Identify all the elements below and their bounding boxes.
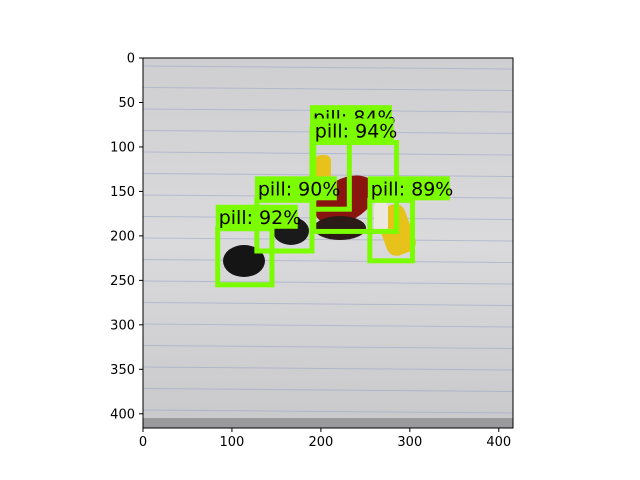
y-tick-label: 250 [110, 274, 135, 289]
detection-4: pill: 92% [215, 204, 302, 288]
red-capsule-shadow [314, 216, 366, 240]
photo-image: pill: 84%pill: 94%pill: 90%pill: 92%pill… [143, 58, 513, 478]
detection-label-bg [311, 118, 394, 143]
ruled-line [143, 323, 513, 328]
ruled-line [143, 345, 513, 349]
detection-label-bg [254, 176, 337, 201]
ruled-line [143, 366, 513, 371]
ruled-line [143, 87, 513, 91]
ruled-line [143, 259, 513, 263]
y-tick-label: 350 [110, 363, 135, 378]
ruled-lines [143, 65, 513, 478]
ruled-line [143, 237, 513, 242]
ruled-line [143, 302, 513, 306]
y-tick-label: 400 [110, 407, 135, 422]
y-tick-label: 200 [110, 229, 135, 244]
x-tick-label: 200 [308, 435, 333, 450]
detection-label: pill: 92% [219, 207, 302, 229]
detection-3: pill: 90% [254, 176, 341, 254]
detection-boxes: pill: 84%pill: 94%pill: 90%pill: 92%pill… [215, 105, 454, 288]
detection-label-bg [215, 204, 298, 229]
detection-label: pill: 94% [315, 120, 398, 142]
x-axis: 0 100 200 300 400 [139, 428, 511, 450]
x-tick-label: 400 [486, 435, 511, 450]
y-tick-label: 50 [118, 96, 135, 111]
y-tick-label: 100 [110, 140, 135, 155]
detection-5: pill: 89% [367, 176, 454, 264]
plot-frame [142, 57, 514, 429]
x-tick-label: 0 [139, 435, 147, 450]
ruled-line [143, 453, 513, 456]
y-axis: 0 50 100 150 200 250 300 350 400 [110, 52, 143, 422]
ruled-line [143, 151, 513, 156]
ruled-line [143, 475, 513, 478]
desk-edge [143, 418, 513, 428]
x-tick-label: 100 [220, 435, 245, 450]
detection-label: pill: 90% [258, 178, 341, 200]
white-capsule-right [374, 202, 388, 232]
y-tick-label: 0 [127, 52, 135, 67]
x-tick-label: 300 [397, 435, 422, 450]
ruled-line [143, 280, 513, 285]
y-tick-label: 150 [110, 185, 135, 200]
ruled-line [143, 409, 513, 414]
detection-label: pill: 89% [371, 178, 454, 200]
y-tick-label: 300 [110, 318, 135, 333]
ruled-line [143, 65, 513, 70]
ruled-line [143, 388, 513, 392]
detection-label-bg [367, 176, 450, 201]
